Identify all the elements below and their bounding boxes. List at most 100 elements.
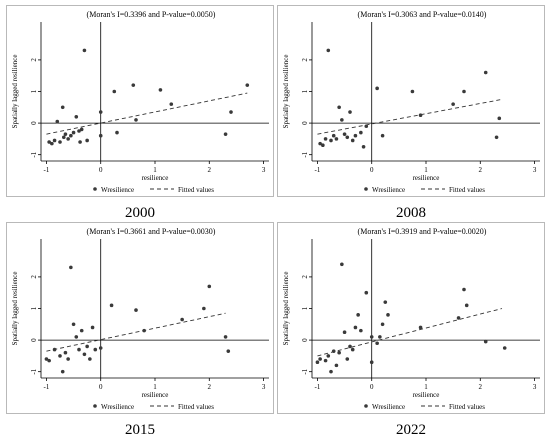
data-point (337, 105, 341, 110)
data-point (78, 140, 82, 144)
chart-title: (Moran's I=0.3661 and P-value=0.0030) (87, 227, 216, 236)
x-tick-label: -1 (44, 383, 50, 391)
data-point (47, 358, 51, 363)
data-point (483, 339, 488, 344)
legend-label-line: Fitted values (178, 186, 214, 194)
data-point (245, 83, 250, 87)
data-point (74, 114, 79, 119)
legend-point-marker (364, 404, 368, 408)
y-tick-label: -1 (301, 151, 309, 157)
data-point (98, 346, 103, 350)
data-point (323, 137, 328, 141)
data-point (323, 358, 328, 363)
data-point (462, 287, 466, 292)
x-tick-label: 0 (99, 383, 103, 391)
data-point (356, 313, 360, 317)
scatter-panel-2015: (Moran's I=0.3661 and P-value=0.0030) -1 0… (6, 222, 274, 414)
data-point (169, 102, 174, 106)
x-tick-label: 1 (424, 166, 428, 174)
data-point (55, 119, 60, 124)
y-tick-label: -1 (301, 368, 309, 374)
x-axis-label: resilience (413, 174, 440, 182)
data-point (66, 137, 70, 141)
data-point (340, 118, 344, 122)
x-tick-label: 1 (424, 383, 428, 391)
data-point (58, 354, 62, 358)
data-point (369, 360, 374, 365)
x-tick-label: 3 (533, 166, 537, 174)
x-tick-label: 0 (99, 166, 103, 174)
data-point (345, 135, 350, 140)
data-point (418, 325, 423, 330)
data-point (50, 141, 54, 146)
legend-point-marker (93, 187, 97, 191)
data-point (62, 135, 66, 140)
data-point (69, 133, 73, 138)
data-point (134, 118, 138, 122)
data-point (334, 363, 339, 368)
data-point (71, 322, 76, 327)
y-tick-label: 1 (30, 89, 38, 93)
data-point (63, 350, 68, 355)
legend-label-points: Wresilience (101, 186, 134, 194)
data-point (350, 347, 355, 352)
data-point (223, 335, 228, 339)
x-tick-label: 3 (533, 383, 537, 391)
data-point (331, 349, 336, 353)
year-label-2022: 2022 (396, 422, 426, 438)
legend-label-line: Fitted values (449, 403, 485, 411)
fitted-line (317, 98, 503, 135)
data-point (410, 89, 415, 94)
year-label-2015: 2015 (125, 422, 155, 438)
data-point (497, 116, 502, 121)
x-axis-label: resilience (142, 391, 169, 399)
data-point (326, 354, 331, 358)
data-point (60, 105, 65, 110)
legend-label-points: Wresilience (372, 186, 405, 194)
x-tick-label: 0 (370, 166, 374, 174)
data-point (60, 369, 65, 374)
legend-label-line: Fitted values (449, 186, 485, 194)
data-point (47, 140, 51, 144)
data-point (109, 303, 114, 308)
scatter-plot-2015: (Moran's I=0.3661 and P-value=0.0030) -1 0… (11, 227, 269, 411)
data-point (315, 360, 320, 365)
scatter-panel-2022: (Moran's I=0.3919 and P-value=0.0020) -1 0… (277, 222, 545, 414)
data-point (226, 349, 231, 353)
fitted-line (46, 92, 248, 135)
data-point (69, 265, 73, 270)
data-point (386, 313, 390, 317)
data-point (142, 328, 146, 333)
y-axis-label: Spatially lagged resilience (282, 272, 290, 346)
x-tick-label: 3 (262, 383, 266, 391)
scatter-plot-2000: (Moran's I=0.3396 and P-value=0.0050) -1 0… (11, 10, 269, 194)
data-point (353, 133, 358, 138)
data-point (329, 138, 333, 143)
data-point (451, 102, 455, 106)
legend-label-points: Wresilience (101, 403, 134, 411)
y-axis-label: Spatially lagged resilience (282, 55, 290, 129)
data-point (77, 347, 81, 352)
scatter-plot-2008: (Moran's I=0.3063 and P-value=0.0140) -1 0… (282, 10, 540, 194)
data-point (93, 347, 98, 352)
data-point (456, 316, 461, 320)
data-point (90, 325, 95, 330)
data-point (334, 137, 339, 141)
data-point (353, 325, 358, 330)
x-axis-label: resilience (413, 391, 440, 399)
data-point (321, 143, 325, 148)
legend-point-marker (93, 404, 97, 408)
y-tick-label: 2 (30, 58, 38, 62)
x-tick-label: 2 (479, 383, 483, 391)
data-point (88, 357, 92, 361)
data-point (375, 86, 379, 91)
x-tick-label: -1 (315, 166, 321, 174)
data-point (483, 70, 488, 75)
y-tick-label: 0 (30, 121, 38, 125)
data-point (329, 369, 333, 374)
x-tick-label: 0 (370, 383, 374, 391)
data-point (180, 317, 184, 322)
x-axis-label: resilience (142, 174, 169, 182)
data-point (79, 127, 84, 132)
year-label-2000: 2000 (125, 205, 155, 221)
